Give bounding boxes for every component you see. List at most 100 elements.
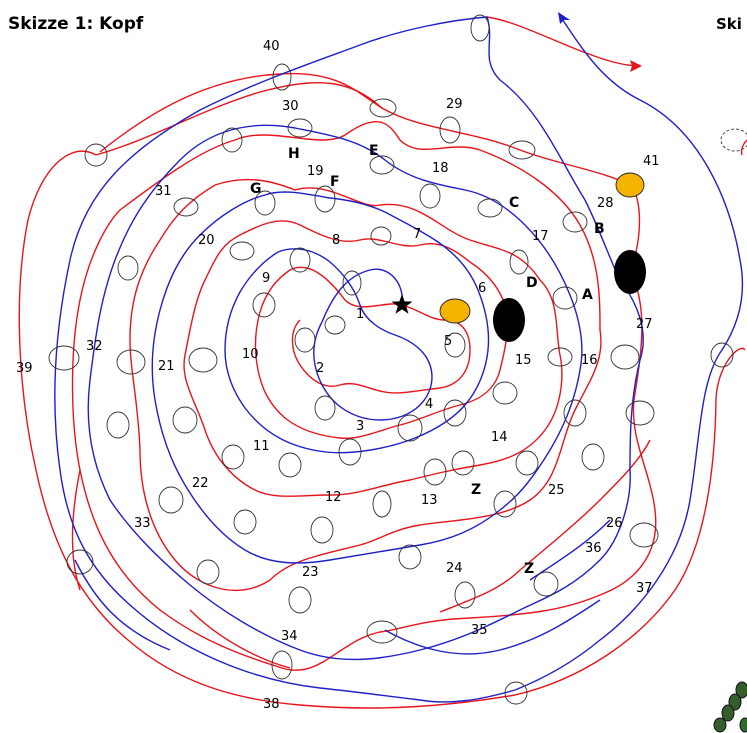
yellow-bead — [439, 298, 471, 324]
crossing-ring — [509, 249, 529, 275]
crossing-ring — [370, 226, 392, 246]
crossing-ring — [172, 406, 198, 434]
beads — [439, 172, 646, 342]
crossing-ring — [369, 155, 395, 175]
crossing-ring — [278, 452, 302, 478]
number-label: 26 — [606, 516, 623, 531]
number-label: 4 — [425, 397, 433, 412]
number-label: 35 — [471, 623, 488, 638]
number-label: 38 — [263, 697, 280, 712]
star-icon — [391, 294, 413, 314]
crossing-ring — [173, 197, 199, 217]
crossing-ring — [508, 140, 536, 160]
crossing-ring — [625, 400, 655, 426]
number-label: 6 — [478, 281, 486, 296]
number-label: 33 — [134, 516, 151, 531]
number-label: 19 — [307, 164, 324, 179]
crossing-ring — [84, 143, 108, 167]
crossing-ring — [287, 118, 313, 138]
red-thread — [18, 16, 746, 709]
number-label: 37 — [636, 581, 653, 596]
number-label: 1 — [356, 307, 364, 322]
number-label: 22 — [192, 476, 209, 491]
number-label: 13 — [421, 493, 438, 508]
crossing-ring — [397, 414, 423, 442]
crossing-ring — [338, 438, 362, 466]
letter-label: A — [582, 287, 593, 303]
number-label: 3 — [356, 419, 364, 434]
number-label: 12 — [325, 490, 342, 505]
number-label: 41 — [643, 154, 660, 169]
crossing-ring — [515, 450, 539, 476]
letter-label: H — [288, 146, 300, 162]
number-label: 24 — [446, 561, 463, 576]
number-label: 23 — [302, 565, 319, 580]
number-label: 31 — [155, 184, 172, 199]
number-label: 29 — [446, 97, 463, 112]
crossing-ring — [547, 347, 573, 367]
crossing-ring — [188, 347, 218, 373]
number-label: 20 — [198, 233, 215, 248]
crossing-ring — [289, 247, 311, 273]
letter-label: D — [526, 275, 538, 291]
black-bead — [493, 298, 525, 342]
crossing-ring — [423, 458, 447, 486]
letter-label: Z — [471, 482, 481, 498]
crossing-ring — [419, 183, 441, 209]
number-label: 32 — [86, 339, 103, 354]
crossing-ring — [288, 586, 312, 614]
crossing-ring — [563, 399, 587, 427]
crossing-ring — [477, 198, 503, 218]
number-label: 25 — [548, 483, 565, 498]
crossing-ring — [314, 395, 336, 421]
crossing-ring — [106, 411, 130, 439]
crossing-ring — [272, 63, 292, 91]
crossing-ring — [229, 241, 255, 261]
number-label: 28 — [597, 196, 614, 211]
number-label: 16 — [581, 353, 598, 368]
crossing-ring — [271, 650, 293, 680]
crossing-rings — [48, 14, 747, 705]
black-bead — [614, 250, 646, 294]
arrow-red-icon — [630, 60, 642, 72]
crossing-ring — [158, 486, 184, 514]
crossing-ring — [610, 344, 640, 370]
blue-thread — [54, 15, 744, 703]
number-label: 34 — [281, 629, 298, 644]
number-label: 2 — [316, 361, 324, 376]
number-label: 30 — [282, 99, 299, 114]
number-label: 11 — [253, 439, 270, 454]
letter-label: E — [369, 143, 379, 159]
crossing-ring — [117, 255, 139, 281]
letter-label: F — [330, 174, 340, 190]
letter-labels: E H F G B D A Z Z — [250, 143, 605, 577]
crossing-ring — [444, 332, 466, 358]
crossing-ring — [492, 381, 518, 405]
number-label: 9 — [262, 271, 270, 286]
crossing-ring — [398, 544, 422, 570]
crossing-ring — [221, 127, 243, 153]
crossing-ring — [562, 211, 588, 233]
page-title: Skizze 1: Kopf — [8, 14, 144, 34]
crossing-ring — [233, 509, 257, 535]
crossing-ring — [443, 399, 467, 427]
crossing-ring — [720, 128, 747, 152]
crossing-ring — [314, 185, 336, 213]
arrow-blue-icon — [558, 12, 570, 24]
letter-label: B — [594, 221, 605, 237]
number-label: 39 — [16, 361, 33, 376]
edge-decoration — [713, 139, 747, 733]
crossing-ring — [366, 620, 398, 644]
crossing-ring — [451, 450, 475, 476]
number-labels: 40 30 29 41 28 19 18 17 31 20 8 7 9 6 1 … — [16, 39, 660, 712]
number-label: 15 — [515, 353, 532, 368]
crossing-ring — [310, 516, 334, 544]
crossing-ring — [454, 581, 476, 609]
letter-label: G — [250, 181, 262, 197]
crossing-ring — [504, 681, 528, 705]
number-label: 14 — [491, 430, 508, 445]
number-label: 27 — [636, 317, 653, 332]
crossing-ring — [252, 292, 276, 318]
